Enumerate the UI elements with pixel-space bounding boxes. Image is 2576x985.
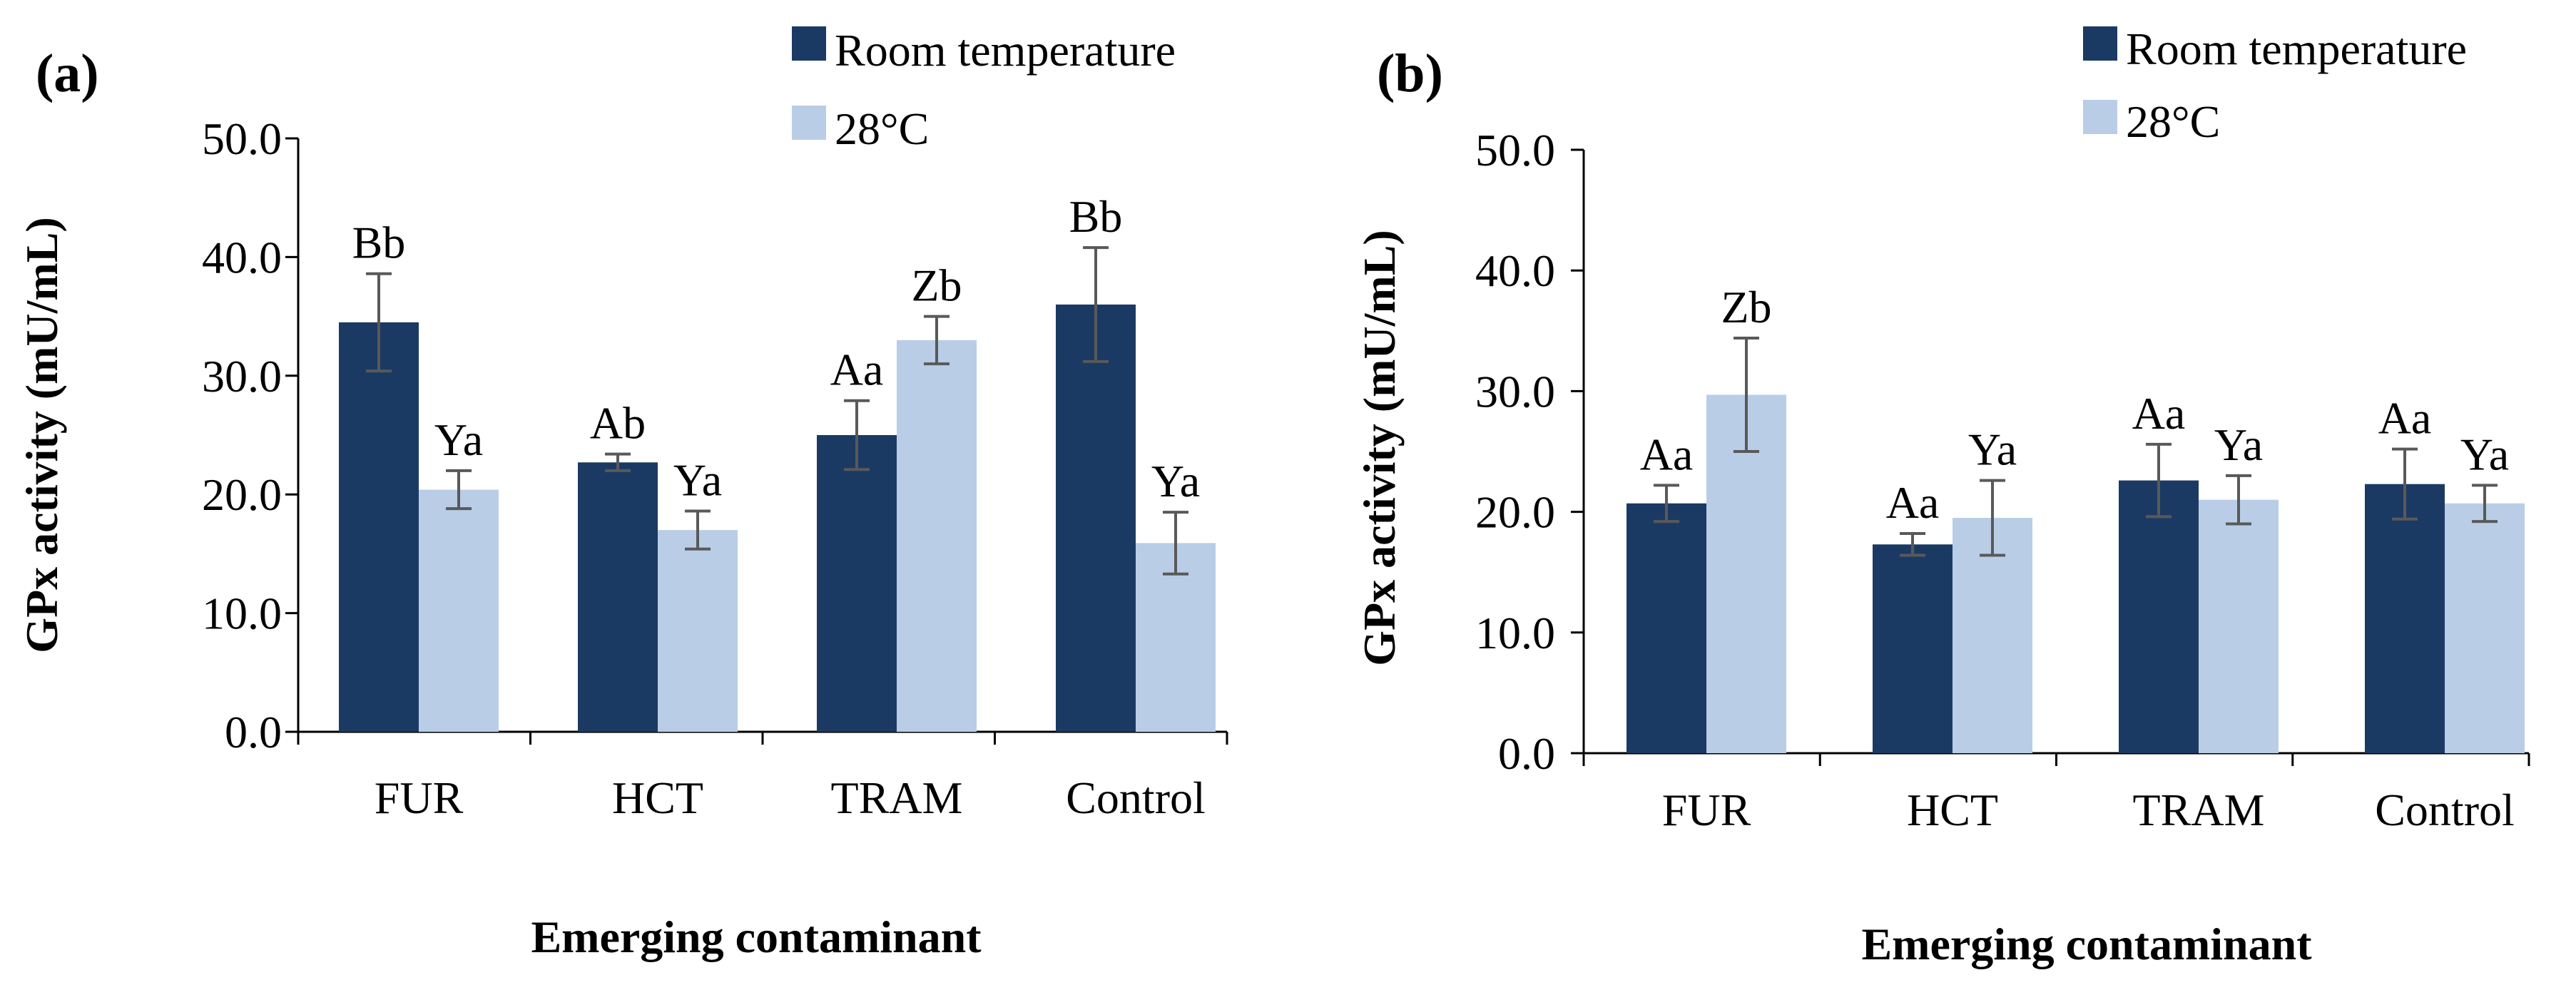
y-tick-label: 50.0: [202, 113, 282, 164]
x-category-label: Control: [2375, 785, 2515, 835]
legend-swatch: [2083, 26, 2117, 61]
legend-swatch: [792, 106, 826, 140]
x-category-label: FUR: [1662, 785, 1751, 835]
legend-swatch: [792, 26, 826, 61]
significance-label: Aa: [1886, 477, 1940, 528]
y-tick-label: 30.0: [1475, 366, 1555, 417]
bar-28c: [897, 340, 977, 732]
significance-label: Bb: [352, 218, 406, 268]
significance-label: Ya: [2214, 419, 2263, 470]
y-tick-label: 20.0: [1475, 487, 1555, 538]
panel-label: (b): [1377, 44, 1443, 103]
significance-label: Ya: [434, 414, 483, 465]
bar-room-temperature: [2365, 484, 2445, 753]
bar-room-temperature: [1873, 544, 1953, 753]
panel-b: (b) 0.0 10.0 20.0 30.0 40.0 50.0 Aa Zb FUR Aa Ya HCT…: [1354, 24, 2530, 969]
bar-room-temperature: [2119, 480, 2199, 753]
legend-label: Room temperature: [2126, 24, 2467, 74]
y-tick-label: 0.0: [1498, 728, 1555, 779]
panel-a: (a) 0.0 10.0 20.0 30.0 40.0 50.0 Bb Ya FUR Ab Ya HCT…: [16, 25, 1228, 962]
significance-label: Ya: [1151, 456, 1200, 506]
significance-label: Bb: [1069, 191, 1123, 242]
x-category-label: FUR: [375, 772, 464, 823]
legend-label: Room temperature: [835, 25, 1176, 76]
panel-label: (a): [36, 44, 99, 103]
bar-28c: [2199, 499, 2279, 753]
bar-room-temperature: [578, 462, 658, 732]
bar-room-temperature: [339, 322, 419, 732]
legend-swatch: [2083, 100, 2117, 134]
x-category-label: Control: [1066, 772, 1206, 823]
significance-label: Aa: [2378, 393, 2432, 444]
bar-28c: [1953, 518, 2032, 753]
y-axis-title: GPx activity (mU/mL): [1354, 230, 1405, 665]
x-category-label: HCT: [1907, 785, 1998, 835]
significance-label: Aa: [1640, 429, 1694, 479]
y-tick-label: 50.0: [1475, 125, 1555, 175]
y-axis-title: GPx activity (mU/mL): [16, 217, 67, 653]
y-tick-label: 0.0: [225, 707, 282, 757]
x-category-label: TRAM: [2133, 785, 2265, 835]
y-tick-label: 10.0: [202, 588, 282, 639]
y-tick-label: 10.0: [1475, 608, 1555, 658]
bar-room-temperature: [817, 435, 897, 732]
significance-label: Aa: [2132, 388, 2186, 439]
y-tick-label: 40.0: [202, 232, 282, 282]
x-category-label: TRAM: [831, 772, 963, 823]
bar-28c: [419, 489, 499, 732]
significance-label: Ab: [590, 398, 646, 449]
significance-label: Aa: [830, 345, 884, 395]
significance-label: Zb: [1721, 282, 1771, 332]
legend-label: 28°C: [2126, 96, 2220, 147]
x-axis-title: Emerging contaminant: [1861, 919, 2312, 969]
bar-room-temperature: [1056, 304, 1136, 733]
significance-label: Zb: [911, 260, 962, 311]
x-axis-title: Emerging contaminant: [531, 912, 982, 962]
y-tick-label: 30.0: [202, 351, 282, 402]
significance-label: Ya: [2460, 429, 2509, 479]
significance-label: Ya: [1968, 424, 2017, 475]
significance-label: Ya: [673, 454, 722, 505]
legend-label: 28°C: [835, 103, 929, 154]
bar-28c: [2445, 503, 2525, 753]
bar-28c: [658, 530, 738, 732]
bar-28c: [1706, 394, 1786, 753]
x-category-label: HCT: [612, 772, 703, 823]
y-tick-label: 20.0: [202, 469, 282, 520]
y-tick-label: 40.0: [1475, 245, 1555, 296]
bar-room-temperature: [1626, 503, 1706, 753]
